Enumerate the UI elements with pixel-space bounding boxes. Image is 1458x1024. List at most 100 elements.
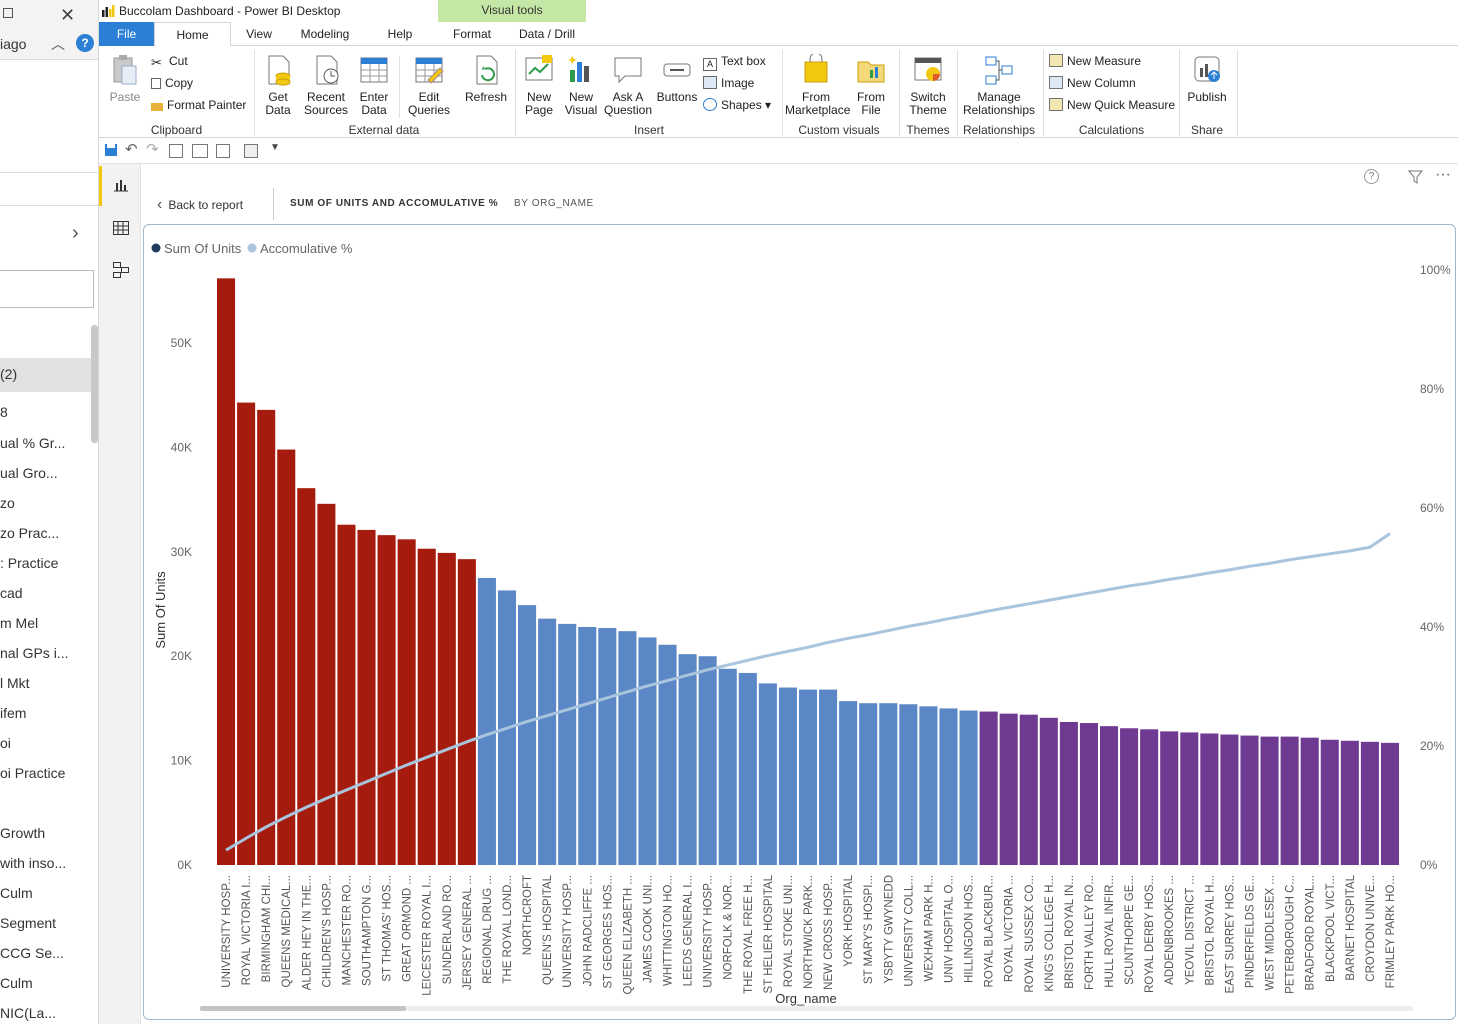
bar[interactable] <box>1300 737 1319 865</box>
field-item[interactable]: ual % Gr... <box>0 435 66 451</box>
bar[interactable] <box>638 637 657 865</box>
shapes-button[interactable]: Shapes ▾ <box>703 98 771 112</box>
bar[interactable] <box>578 627 597 865</box>
field-item[interactable]: ifem <box>0 705 27 721</box>
qab-page-icon[interactable] <box>216 144 230 158</box>
bar[interactable] <box>297 488 316 865</box>
field-item[interactable]: Segment <box>0 915 57 931</box>
chart-visual[interactable]: Sum Of Units Accomulative % Sum Of Units… <box>143 224 1456 1020</box>
undo-icon[interactable]: ↶ <box>125 141 138 158</box>
field-item[interactable]: : Practice <box>0 555 59 571</box>
bar[interactable] <box>778 687 797 865</box>
customize-dropdown-icon[interactable]: ▼ <box>270 142 280 153</box>
model-view-icon[interactable] <box>113 262 129 278</box>
bar[interactable] <box>1079 723 1098 865</box>
bar[interactable] <box>598 628 617 865</box>
bar[interactable] <box>859 703 878 865</box>
new-measure-button[interactable]: New Measure <box>1049 54 1141 68</box>
get-data-button[interactable]: Get Data <box>261 54 295 117</box>
new-visual-button[interactable]: New Visual <box>562 54 600 117</box>
field-item[interactable]: oi Practice <box>0 765 66 781</box>
bar[interactable] <box>798 689 818 865</box>
bar[interactable] <box>1220 734 1239 865</box>
bar[interactable] <box>1360 741 1379 865</box>
field-search-input[interactable] <box>0 270 94 308</box>
bar[interactable] <box>899 704 918 865</box>
bar[interactable] <box>678 654 697 865</box>
tab-format[interactable]: Format <box>452 27 491 41</box>
qab-paste-icon[interactable] <box>169 144 183 158</box>
new-quick-measure-button[interactable]: New Quick Measure <box>1049 98 1175 112</box>
new-page-button[interactable]: New Page <box>519 54 559 117</box>
cut-button[interactable]: ✂ Cut <box>151 54 188 70</box>
edit-queries-button[interactable]: Edit Queries <box>404 54 454 117</box>
format-painter-button[interactable]: Format Painter <box>151 98 246 112</box>
manage-relationships-button[interactable]: Manage Relationships <box>961 54 1037 117</box>
field-item[interactable]: zo Prac... <box>0 525 60 541</box>
field-item[interactable]: CCG Se... <box>0 945 64 961</box>
bar[interactable] <box>1240 735 1259 865</box>
refresh-button[interactable]: Refresh <box>464 54 508 104</box>
chevron-up-icon[interactable]: ︿ <box>51 36 65 52</box>
pane-scrollbar[interactable] <box>91 325 98 443</box>
field-item[interactable]: zo <box>0 495 15 511</box>
bar[interactable] <box>1120 728 1139 865</box>
bar[interactable] <box>658 644 677 865</box>
field-item[interactable]: NIC(La... <box>0 1005 57 1021</box>
filter-icon[interactable] <box>1408 170 1423 184</box>
field-item[interactable]: (2) <box>0 366 18 382</box>
back-to-report-button[interactable]: ‹ Back to report <box>157 196 243 214</box>
tab-file[interactable]: File <box>99 22 154 46</box>
switch-theme-button[interactable]: Switch Theme <box>903 54 953 117</box>
buttons-button[interactable]: Buttons <box>655 54 699 104</box>
qab-relationship-icon[interactable] <box>192 144 208 158</box>
bar[interactable] <box>1160 731 1179 865</box>
bar[interactable] <box>698 656 717 865</box>
data-view-icon[interactable] <box>113 221 129 235</box>
bar[interactable] <box>879 703 898 865</box>
ask-question-button[interactable]: Ask A Question <box>602 54 654 117</box>
field-item[interactable]: nal GPs i... <box>0 645 69 661</box>
horizontal-scrollbar-thumb[interactable] <box>200 1006 406 1011</box>
bar[interactable] <box>257 409 276 865</box>
new-column-button[interactable]: New Column <box>1049 76 1136 90</box>
bar[interactable] <box>618 631 637 865</box>
field-item[interactable]: Culm <box>0 885 33 901</box>
from-file-button[interactable]: From File <box>851 54 891 117</box>
field-item[interactable]: Growth <box>0 825 46 841</box>
field-item[interactable]: oi <box>0 735 11 751</box>
save-icon[interactable] <box>104 143 118 157</box>
field-item[interactable]: 8 <box>0 404 8 420</box>
bar[interactable] <box>1140 729 1159 865</box>
field-item[interactable]: l Mkt <box>0 675 30 691</box>
publish-button[interactable]: Publish <box>1183 54 1231 104</box>
bar[interactable] <box>1280 736 1299 865</box>
bar[interactable] <box>1059 721 1078 865</box>
bar[interactable] <box>437 552 456 865</box>
bar[interactable] <box>277 449 296 865</box>
enter-data-button[interactable]: Enter Data <box>357 54 391 117</box>
bar[interactable] <box>1380 742 1399 865</box>
field-item[interactable]: m Mel <box>0 615 39 631</box>
bar[interactable] <box>1180 732 1199 865</box>
field-item[interactable]: Culm <box>0 975 33 991</box>
bar[interactable] <box>839 701 858 865</box>
paste-button[interactable]: Paste <box>107 54 143 104</box>
bar[interactable] <box>237 402 256 865</box>
tab-home[interactable]: Home <box>154 22 231 47</box>
tab-modeling[interactable]: Modeling <box>300 27 350 41</box>
bar[interactable] <box>1200 733 1219 865</box>
bar[interactable] <box>919 706 938 865</box>
bar[interactable] <box>538 618 557 865</box>
chevron-right-icon[interactable]: › <box>72 222 79 244</box>
bar[interactable] <box>397 539 416 865</box>
bar[interactable] <box>1039 717 1058 865</box>
bar[interactable] <box>979 711 998 865</box>
field-item[interactable]: ual Gro... <box>0 465 58 481</box>
bar[interactable] <box>758 683 777 865</box>
report-view-icon[interactable] <box>113 178 129 192</box>
help-icon[interactable]: ? <box>76 34 94 52</box>
bar[interactable] <box>457 559 476 865</box>
pareto-chart[interactable]: Sum Of Units Accomulative % Sum Of Units… <box>144 225 1455 1019</box>
help-circle-icon[interactable]: ? <box>1364 169 1379 184</box>
